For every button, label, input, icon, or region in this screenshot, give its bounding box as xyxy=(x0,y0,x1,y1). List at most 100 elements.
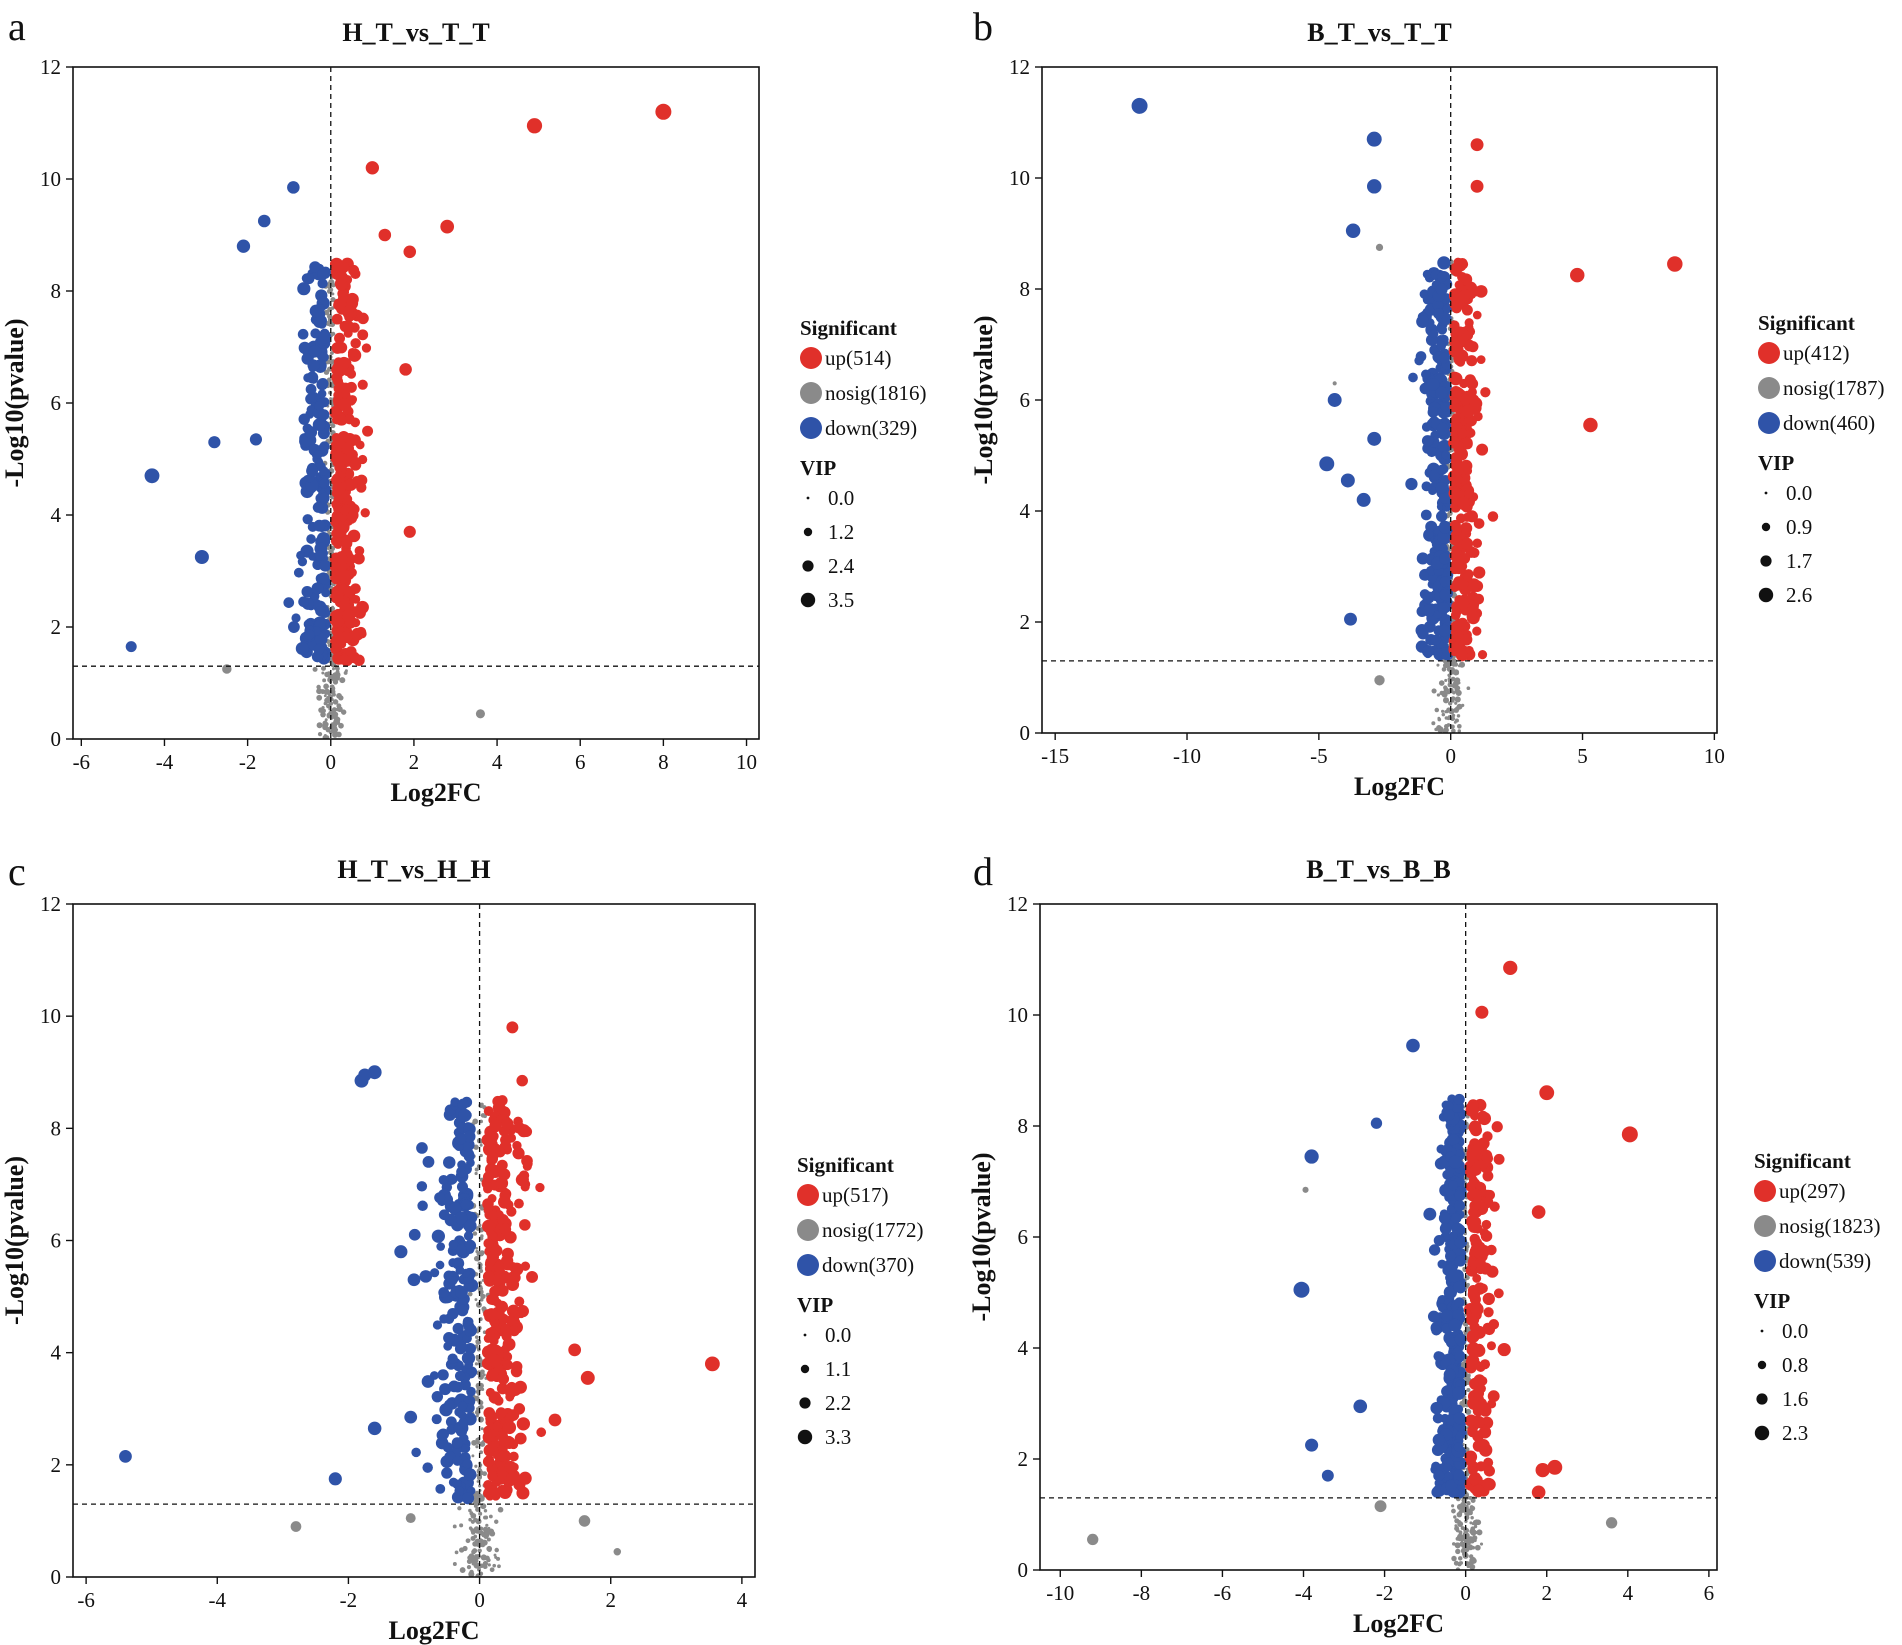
point-down xyxy=(455,1285,468,1299)
point-nosig xyxy=(472,1118,479,1125)
point-down xyxy=(456,1181,469,1193)
point-down xyxy=(1433,648,1443,658)
x-tick-label: 4 xyxy=(1623,1581,1634,1605)
legend-vip-value: 2.4 xyxy=(828,554,855,578)
legend-vip-value: 2.2 xyxy=(825,1391,851,1415)
point-nosig xyxy=(329,397,333,400)
point-up xyxy=(1449,535,1460,546)
point-down xyxy=(208,436,221,449)
point-nosig xyxy=(480,1293,486,1300)
point-down xyxy=(1435,283,1448,296)
point-down xyxy=(1416,315,1430,329)
point-down xyxy=(450,1097,460,1107)
point-up xyxy=(1472,538,1483,549)
point-down xyxy=(317,268,329,280)
point-up xyxy=(1471,1484,1485,1498)
point-down xyxy=(298,413,310,425)
point-nosig xyxy=(475,1355,482,1362)
point-down xyxy=(1436,271,1447,282)
point-down xyxy=(439,1383,452,1396)
point-up xyxy=(496,1466,507,1476)
point-down xyxy=(1453,1411,1466,1425)
x-tick-label: -4 xyxy=(1295,1581,1313,1605)
point-down xyxy=(1443,1109,1455,1121)
point-up xyxy=(1472,1273,1482,1283)
x-axis-label: Log2FC xyxy=(391,778,482,807)
point-up xyxy=(378,228,392,242)
point-down xyxy=(430,1268,440,1278)
point-nosig xyxy=(479,1153,483,1158)
y-tick-label: 12 xyxy=(40,55,61,79)
point-down xyxy=(1421,481,1432,492)
point-up xyxy=(357,312,369,325)
point-nosig xyxy=(332,711,339,718)
legend-vip-value: 1.1 xyxy=(825,1357,851,1381)
point-down xyxy=(312,502,324,513)
point-down xyxy=(458,1417,468,1427)
point-nosig xyxy=(1458,661,1466,668)
point-down xyxy=(455,1244,467,1256)
point-nosig xyxy=(1332,381,1337,386)
point-down xyxy=(1432,1433,1446,1447)
point-up xyxy=(487,1441,498,1452)
x-tick-label: 10 xyxy=(1704,744,1725,768)
point-up xyxy=(1476,1328,1486,1338)
point-up xyxy=(1460,394,1472,406)
point-up xyxy=(1472,1196,1483,1207)
point-nosig xyxy=(483,1515,487,1520)
point-down xyxy=(448,1380,460,1393)
axis-ticks: -6 -4 -2 0 2 4 0 2 4 6 8 10 12 xyxy=(40,892,748,1612)
point-nosig xyxy=(497,1506,504,1513)
point-down xyxy=(443,1399,455,1410)
point-nosig xyxy=(1451,1508,1456,1514)
point-up xyxy=(1480,1359,1491,1370)
point-up xyxy=(344,413,355,424)
point-down xyxy=(315,303,325,313)
point-nosig xyxy=(1437,726,1444,733)
point-up xyxy=(355,440,365,450)
point-nosig xyxy=(479,1297,484,1302)
point-down xyxy=(1436,340,1447,351)
point-down xyxy=(301,586,313,598)
point-up xyxy=(523,1159,533,1169)
y-tick-label: 0 xyxy=(1018,1558,1029,1582)
point-down xyxy=(1438,647,1451,659)
legend-label-nosig: nosig(1823) xyxy=(1779,1214,1881,1238)
point-nosig xyxy=(1431,688,1437,694)
point-up xyxy=(493,1395,504,1406)
point-down xyxy=(1408,372,1418,383)
point-down xyxy=(291,613,301,623)
point-down xyxy=(1451,1222,1464,1235)
point-nosig xyxy=(1466,1387,1471,1393)
point-nosig xyxy=(344,669,348,673)
point-down xyxy=(306,464,319,477)
point-up xyxy=(1451,606,1462,617)
point-nosig xyxy=(321,671,325,675)
point-down xyxy=(318,409,330,421)
point-up xyxy=(351,594,361,604)
point-up xyxy=(511,1361,523,1373)
point-down xyxy=(1439,552,1451,565)
point-up xyxy=(1449,300,1459,310)
point-nosig xyxy=(331,686,336,691)
point-up xyxy=(1472,626,1482,636)
legend-vip-dot xyxy=(1754,1425,1770,1441)
point-up xyxy=(340,506,349,516)
legend-swatch-down xyxy=(1754,1250,1776,1272)
legend-vip-title: VIP xyxy=(800,456,836,480)
point-down xyxy=(314,632,328,646)
point-up xyxy=(333,383,344,394)
point-down xyxy=(1327,393,1342,407)
point-nosig xyxy=(1457,729,1462,733)
point-nosig xyxy=(474,1501,480,1507)
scatter-points xyxy=(1131,97,1683,733)
point-up xyxy=(496,1095,508,1106)
point-up xyxy=(357,379,368,390)
point-nosig xyxy=(470,1530,476,1535)
point-down xyxy=(1437,324,1448,335)
point-nosig xyxy=(1453,707,1460,713)
legend-significant-title: Significant xyxy=(1758,311,1855,335)
point-nosig xyxy=(333,719,338,723)
panel-letter: c xyxy=(8,849,26,894)
